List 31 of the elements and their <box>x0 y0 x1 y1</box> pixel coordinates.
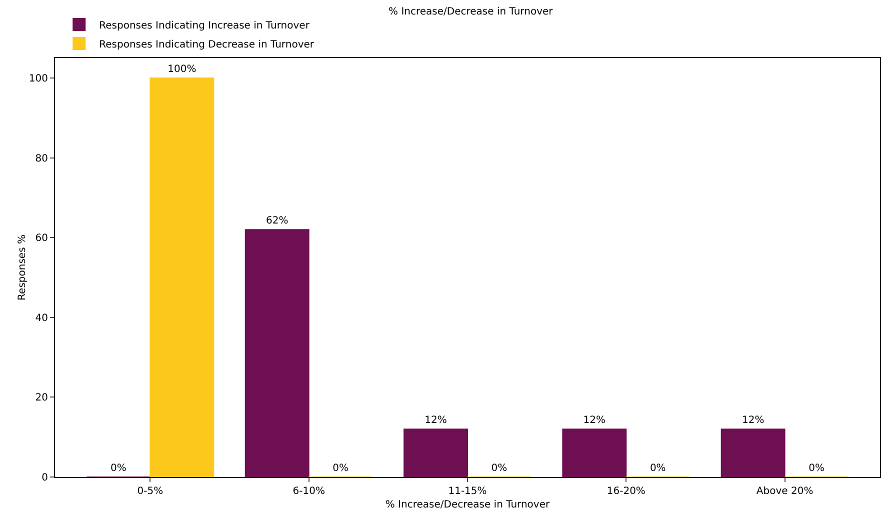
x-tick-label: 6-10% <box>292 486 325 497</box>
data-label: 0% <box>650 463 666 474</box>
bar <box>244 229 310 477</box>
data-label: 0% <box>491 463 508 474</box>
bar <box>150 77 214 477</box>
bar <box>720 428 786 477</box>
data-label: 100% <box>168 64 196 75</box>
data-label: 0% <box>332 463 349 474</box>
data-label: 0% <box>110 463 126 474</box>
data-label: 12% <box>424 415 447 426</box>
y-tick-label: 100 <box>28 73 48 84</box>
legend-label: Responses Indicating Increase in Turnover <box>99 20 310 32</box>
x-tick-label: Above 20% <box>756 486 814 497</box>
bar <box>562 428 627 477</box>
y-tick-label: 40 <box>35 312 48 324</box>
y-tick-label: 0 <box>42 472 48 484</box>
chart-title: % Increase/Decrease in Turnover <box>388 6 554 18</box>
legend-label: Responses Indicating Decrease in Turnover <box>99 39 315 50</box>
y-axis-title: Responses % <box>17 234 28 300</box>
x-tick-label: 11-15% <box>448 486 487 497</box>
bar <box>404 428 468 477</box>
y-tick-label: 80 <box>35 153 48 164</box>
x-tick-label: 16-20% <box>606 486 646 497</box>
data-label: 12% <box>742 415 764 426</box>
y-tick-label: 20 <box>35 392 48 404</box>
y-tick-label: 60 <box>35 233 48 244</box>
data-label: 0% <box>808 463 824 474</box>
x-tick-label: 0-5% <box>137 486 164 497</box>
x-axis-title: % Increase/Decrease in Turnover <box>385 500 550 510</box>
data-label: 12% <box>583 415 606 426</box>
data-label: 62% <box>266 216 288 227</box>
